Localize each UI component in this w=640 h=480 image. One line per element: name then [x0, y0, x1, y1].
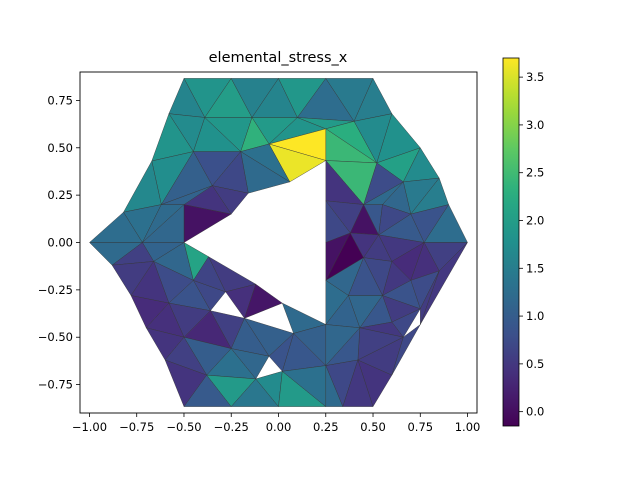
x-tick-label: 0.25	[313, 420, 339, 434]
x-tick-label: −0.25	[214, 420, 249, 434]
y-tick-label: −0.25	[38, 283, 73, 297]
x-tick-label: 0.75	[407, 420, 433, 434]
colorbar-tick-label: 0.5	[526, 357, 544, 371]
colorbar-tick-label: 3.5	[526, 70, 544, 84]
colorbar: 0.0 0.5 1.0 1.5 2.0 2.5 3.0 3.5	[502, 57, 544, 427]
colorbar-tick-label: 2.5	[526, 166, 544, 180]
x-tick-label: 0.50	[360, 420, 386, 434]
mesh-element-121	[391, 324, 421, 376]
x-tick-label: −0.75	[119, 420, 154, 434]
x-tick-label: −0.50	[166, 420, 201, 434]
mesh-element-119	[342, 359, 374, 407]
y-axis: −0.75 −0.50 −0.25 0.00 0.25 0.50 0.75	[38, 93, 80, 392]
colorbar-axis: 0.0 0.5 1.0 1.5 2.0 2.5 3.0 3.5	[519, 70, 544, 419]
x-tick-label: 0.00	[266, 420, 292, 434]
colorbar-tick-label: 2.0	[526, 213, 544, 227]
mesh-element-43	[142, 204, 185, 243]
mesh-element-54	[244, 284, 283, 319]
colorbar-gradient	[502, 57, 520, 427]
y-tick-label: −0.75	[38, 378, 73, 392]
x-axis: −1.00 −0.75 −0.50 −0.25 0.00 0.25 0.50 0.75 1.00	[72, 413, 481, 434]
y-tick-label: 0.75	[47, 93, 73, 107]
y-tick-label: 0.00	[47, 236, 73, 250]
mesh-plot	[89, 78, 468, 407]
colorbar-tick-label: 0.0	[526, 405, 544, 419]
x-tick-label: −1.00	[72, 420, 107, 434]
chart-title: elemental_stress_x	[209, 50, 348, 66]
y-tick-label: −0.50	[38, 330, 73, 344]
x-tick-label: 1.00	[455, 420, 481, 434]
colorbar-tick-label: 3.0	[526, 118, 544, 132]
y-tick-label: 0.25	[47, 188, 73, 202]
colorbar-tick-label: 1.0	[526, 309, 544, 323]
mesh-element-69	[268, 333, 294, 372]
y-tick-label: 0.50	[47, 141, 73, 155]
mesh-element-117	[325, 365, 343, 407]
mesh-element-123	[420, 270, 440, 325]
colorbar-tick-label: 1.5	[526, 261, 544, 275]
